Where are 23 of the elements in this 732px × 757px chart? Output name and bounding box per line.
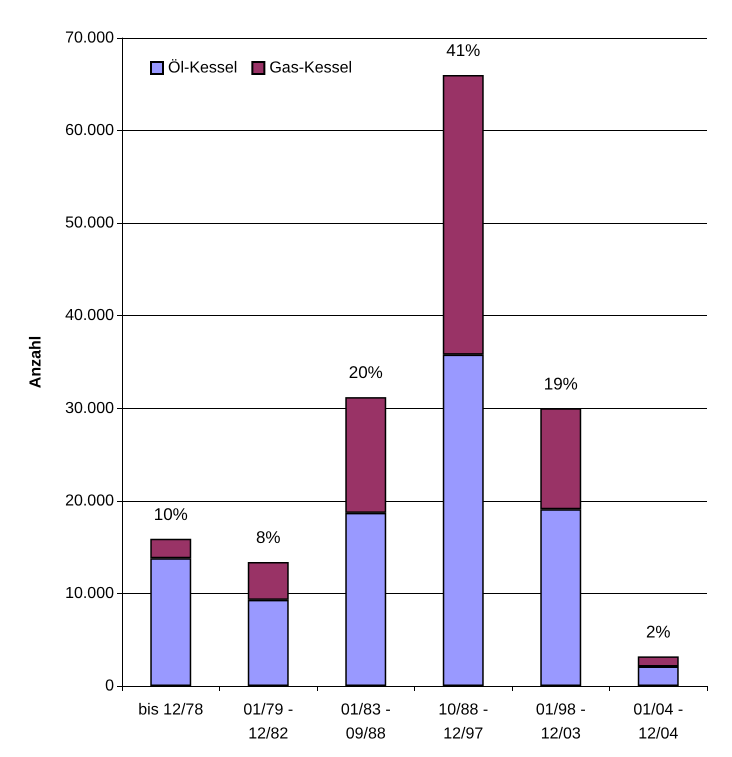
annotation: 41%	[446, 41, 480, 60]
y-tick-label: 0	[105, 678, 114, 694]
x-tick-label: 10/88 - 12/97	[438, 702, 488, 742]
legend-label: Öl-Kessel	[168, 58, 238, 76]
annotation: 20%	[348, 363, 383, 382]
y-tick-label: 40.000	[65, 307, 114, 324]
x-tick-label: 01/83 - 09/88	[340, 702, 391, 742]
y-tick-label: 30.000	[65, 400, 114, 417]
annotation: 10%	[154, 504, 188, 524]
annotation: 19%	[544, 374, 578, 394]
y-tick-label: 10.000	[65, 584, 114, 602]
x-tick-label: 01/98 - 12/03	[536, 702, 586, 742]
annotation: 8%	[256, 528, 281, 547]
legend-label: Gas-Kessel	[269, 60, 352, 76]
x-tick-label: 01/04 - 12/04	[633, 702, 684, 742]
y-tick-label: 50.000	[65, 214, 114, 232]
y-tick-label: 70.000	[65, 30, 114, 46]
annotation: 2%	[646, 622, 671, 642]
x-tick-label: 01/79 - 12/82	[243, 702, 294, 742]
x-tick-label: bis 12/78	[138, 702, 204, 718]
y-tick-label: 60.000	[65, 122, 114, 140]
y-tick-label: 20.000	[65, 492, 114, 510]
y-axis-title: Anzahl	[28, 336, 44, 388]
